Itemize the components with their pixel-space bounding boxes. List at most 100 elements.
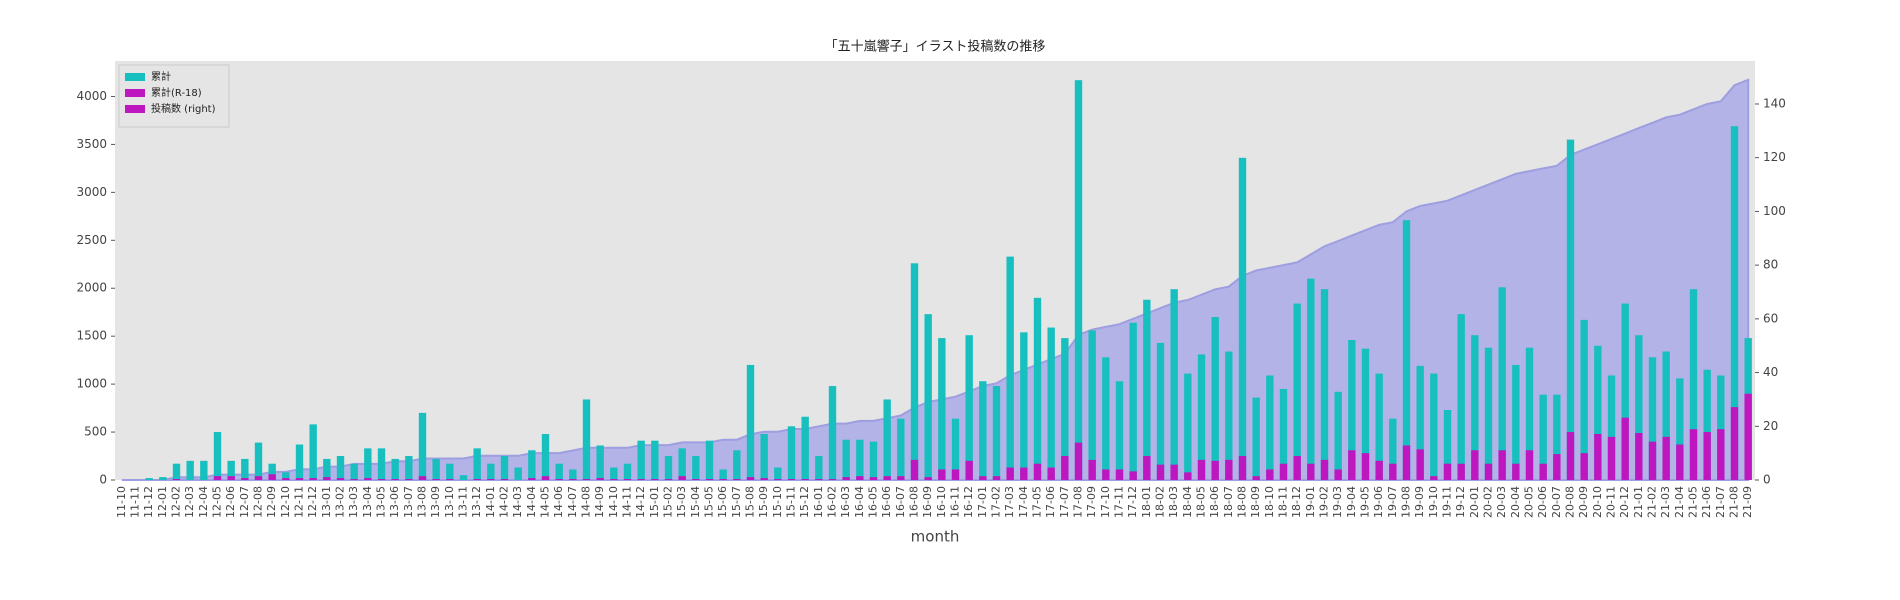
y-tick-label: 2000: [76, 281, 107, 295]
bar: [651, 440, 659, 480]
x-tick-label: 13-05: [375, 486, 388, 518]
x-tick-label: 21-03: [1659, 486, 1672, 518]
bar: [610, 467, 618, 480]
bar: [1334, 469, 1342, 480]
x-tick-label: 16-07: [894, 486, 907, 518]
legend-swatch: [125, 73, 145, 81]
x-tick-label: 12-01: [156, 486, 169, 518]
bar: [1484, 347, 1493, 480]
y2-tick-label: 40: [1763, 365, 1778, 379]
x-tick-label: 13-04: [361, 486, 374, 518]
bar: [596, 478, 604, 480]
bar: [1484, 463, 1493, 480]
bar: [1115, 469, 1124, 480]
bar: [309, 424, 317, 480]
bar: [1238, 157, 1247, 480]
bar: [1525, 450, 1534, 480]
x-tick-label: 15-04: [689, 486, 702, 518]
bar: [418, 476, 427, 480]
x-tick-label: 12-05: [211, 486, 224, 518]
bar: [418, 412, 427, 480]
bar: [391, 479, 399, 480]
y2-tick-label: 140: [1763, 96, 1786, 110]
x-tick-label: 15-05: [703, 486, 716, 518]
bar: [1430, 476, 1438, 480]
bar: [569, 479, 577, 480]
bar: [1320, 459, 1329, 480]
bar: [897, 476, 905, 480]
bar: [801, 416, 809, 480]
bar: [541, 476, 550, 480]
x-tick-label: 18-09: [1249, 486, 1262, 518]
bar: [938, 469, 946, 480]
bar: [1525, 347, 1534, 480]
x-tick-label: 15-02: [662, 486, 675, 518]
bar: [1197, 459, 1206, 480]
x-tick-label: 12-12: [306, 486, 319, 518]
y2-tick-label: 120: [1763, 150, 1786, 164]
bar: [1156, 464, 1165, 480]
x-tick-label: 20-01: [1468, 486, 1481, 518]
bar: [1211, 317, 1219, 480]
bar: [760, 433, 768, 480]
bar: [1279, 388, 1288, 480]
y-tick-label: 1000: [76, 377, 107, 391]
bar: [1006, 467, 1014, 480]
x-tick-label: 14-09: [593, 486, 606, 518]
bar: [459, 475, 468, 480]
bar: [528, 450, 536, 480]
x-tick-label: 20-02: [1482, 486, 1495, 518]
x-axis-label: month: [911, 528, 960, 546]
bar: [446, 479, 454, 480]
x-tick-label: 12-06: [224, 486, 237, 518]
bar: [282, 472, 290, 480]
x-tick-label: 17-09: [1085, 486, 1098, 518]
bar: [487, 479, 495, 480]
bar: [268, 463, 276, 480]
x-tick-label: 18-10: [1263, 486, 1276, 518]
y-tick-label: 2500: [76, 233, 107, 247]
x-tick-label: 15-08: [744, 486, 757, 518]
bar: [924, 477, 932, 480]
bar: [1539, 463, 1547, 480]
bar: [1293, 303, 1301, 480]
bar: [350, 479, 358, 480]
bar: [705, 479, 714, 480]
x-tick-label: 19-04: [1345, 486, 1358, 518]
bar: [268, 474, 276, 480]
bar: [1375, 373, 1383, 480]
bar: [910, 263, 919, 480]
x-tick-label: 21-07: [1714, 486, 1727, 518]
bar: [405, 479, 413, 480]
x-tick-label: 16-11: [949, 486, 962, 518]
bar: [323, 458, 331, 480]
y2-tick-label: 0: [1763, 473, 1771, 487]
bar: [227, 460, 235, 480]
x-tick-label: 21-08: [1728, 486, 1741, 518]
bar: [1498, 287, 1506, 480]
bar: [500, 479, 509, 480]
bar: [1020, 332, 1028, 480]
x-tick-label: 18-06: [1208, 486, 1221, 518]
bar: [213, 476, 222, 480]
bar: [1033, 463, 1042, 480]
bar: [200, 460, 208, 480]
x-tick-label: 21-06: [1700, 486, 1713, 518]
y2-tick-label: 20: [1763, 419, 1778, 433]
x-tick-label: 18-05: [1195, 486, 1208, 518]
bar: [1197, 354, 1206, 480]
bar: [1662, 351, 1670, 480]
x-tick-label: 18-11: [1277, 486, 1290, 518]
bar: [705, 440, 714, 480]
bar: [1512, 364, 1520, 480]
x-tick-label: 17-12: [1126, 486, 1139, 518]
bar: [746, 477, 755, 480]
bar: [965, 460, 973, 480]
bar: [1607, 436, 1616, 480]
bar: [623, 479, 632, 480]
bar: [856, 476, 864, 480]
bar: [1457, 314, 1465, 480]
bar: [1676, 378, 1684, 480]
bar: [1143, 299, 1151, 480]
x-tick-label: 13-03: [347, 486, 360, 518]
